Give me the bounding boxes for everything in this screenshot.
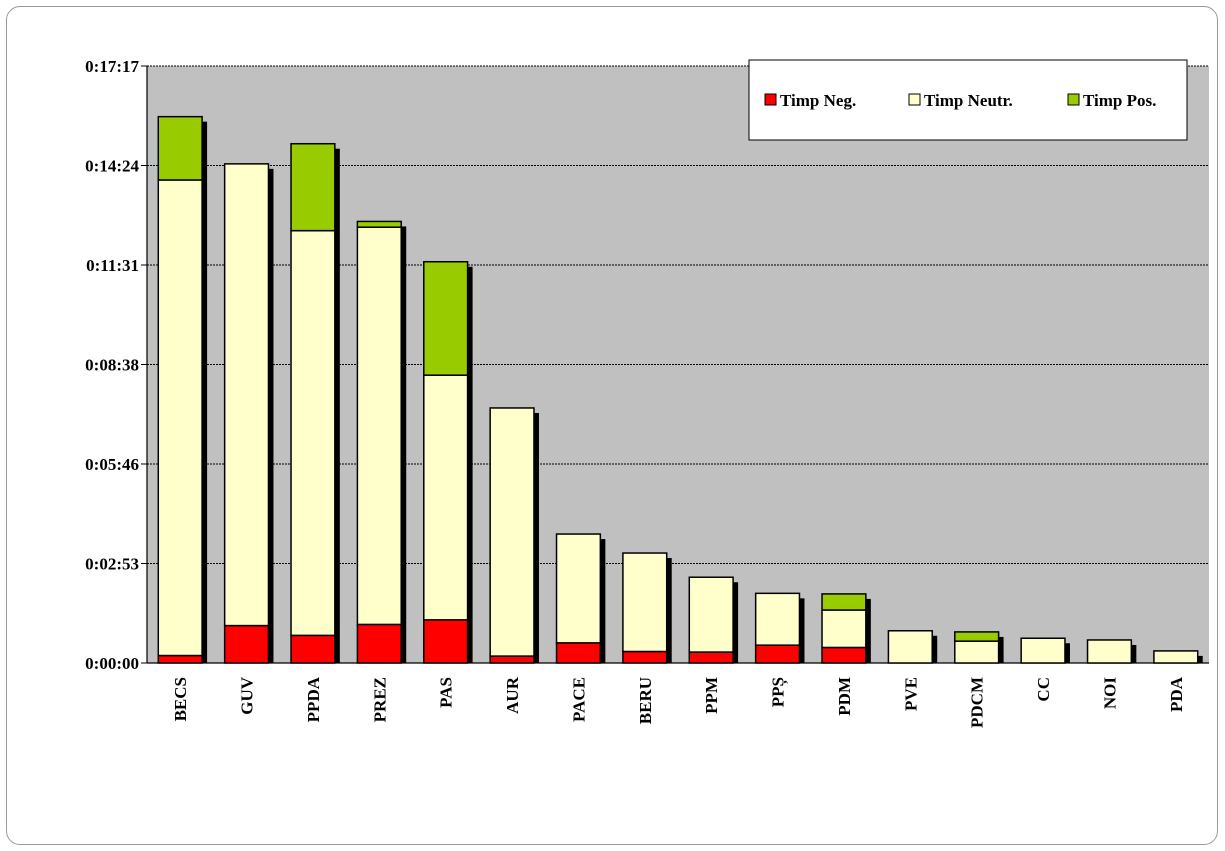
- y-axis-ticks: 0:00:00 0:02:53 0:05:46 0:08:38 0:11:31 0:14:…: [85, 57, 1209, 673]
- bar-segment: [356, 226, 402, 626]
- bar-segment: [555, 533, 602, 644]
- bar-segment: [555, 642, 602, 664]
- bar-segment: [290, 142, 336, 232]
- bar-segment: [423, 374, 469, 621]
- x-category-label: NOI: [1100, 677, 1119, 710]
- bar-segment: [1086, 639, 1133, 664]
- x-category-label: PDCM: [968, 677, 987, 728]
- bar-segment: [754, 644, 801, 664]
- bar-segment: [423, 619, 469, 664]
- bar-segment: [290, 634, 336, 664]
- bar-segment: [489, 407, 535, 657]
- bar-segment: [821, 646, 867, 664]
- x-category-label: PAS: [437, 677, 456, 708]
- bar-segment: [423, 260, 469, 376]
- bar-segment: [821, 609, 867, 649]
- bars: [157, 115, 1203, 664]
- bar-segment: [1020, 637, 1066, 664]
- legend-swatch: [1067, 93, 1080, 106]
- x-category-label: PPȘ: [769, 677, 789, 707]
- bar-segment: [356, 220, 402, 228]
- x-category-label: BERU: [636, 677, 655, 724]
- bar-segment: [157, 179, 203, 657]
- x-category-label: PACE: [569, 677, 588, 722]
- bar-segment: [223, 624, 270, 664]
- x-category-label: PREZ: [370, 677, 389, 722]
- x-category-label: PPM: [702, 677, 721, 714]
- bar-segment: [954, 631, 1000, 642]
- x-category-label: GUV: [238, 676, 257, 715]
- x-axis-labels: BECS GUV PPDA PREZ PAS AUR PACE BERU PPM PPȘ PDM PV…: [171, 676, 1186, 728]
- y-tick-label: 0:08:38: [85, 356, 139, 375]
- y-tick-label: 0:11:31: [86, 256, 139, 275]
- bar-segment: [688, 576, 734, 653]
- bar-segment: [688, 651, 734, 664]
- bar-segment: [157, 115, 203, 181]
- y-tick-label: 0:17:17: [85, 57, 139, 76]
- legend-swatch: [908, 93, 921, 106]
- bar-segment: [157, 654, 203, 664]
- bar-segment: [290, 229, 336, 637]
- x-category-label: PDA: [1167, 676, 1186, 712]
- legend-box: [748, 59, 1188, 141]
- x-category-label: PVE: [901, 677, 920, 711]
- legend-swatch: [764, 93, 777, 106]
- x-category-label: PPDA: [304, 676, 323, 722]
- bar-segment: [356, 623, 402, 664]
- bar-segment: [1153, 650, 1199, 664]
- x-category-label: CC: [1034, 677, 1053, 702]
- x-category-label: BECS: [171, 677, 190, 721]
- bar-segment: [489, 655, 535, 664]
- legend-label: Timp Neg.: [780, 91, 856, 110]
- bar-segment: [223, 163, 270, 627]
- bar-segment: [622, 650, 668, 664]
- bar-segment: [954, 640, 1000, 664]
- bar-segment: [887, 630, 933, 664]
- legend-label: Timp Neutr.: [924, 91, 1013, 110]
- bar-segment: [754, 592, 801, 646]
- y-tick-label: 0:05:46: [85, 455, 139, 474]
- x-category-label: AUR: [503, 676, 522, 714]
- bar-segment: [821, 593, 867, 611]
- y-tick-label: 0:14:24: [85, 157, 139, 176]
- bar-segment: [622, 552, 668, 653]
- legend-label: Timp Pos.: [1083, 91, 1156, 110]
- x-category-label: PDM: [835, 677, 854, 716]
- y-tick-label: 0:02:53: [85, 555, 139, 574]
- legend: Timp Neg. Timp Neutr. Timp Pos.: [748, 59, 1188, 141]
- y-tick-label: 0:00:00: [85, 654, 139, 673]
